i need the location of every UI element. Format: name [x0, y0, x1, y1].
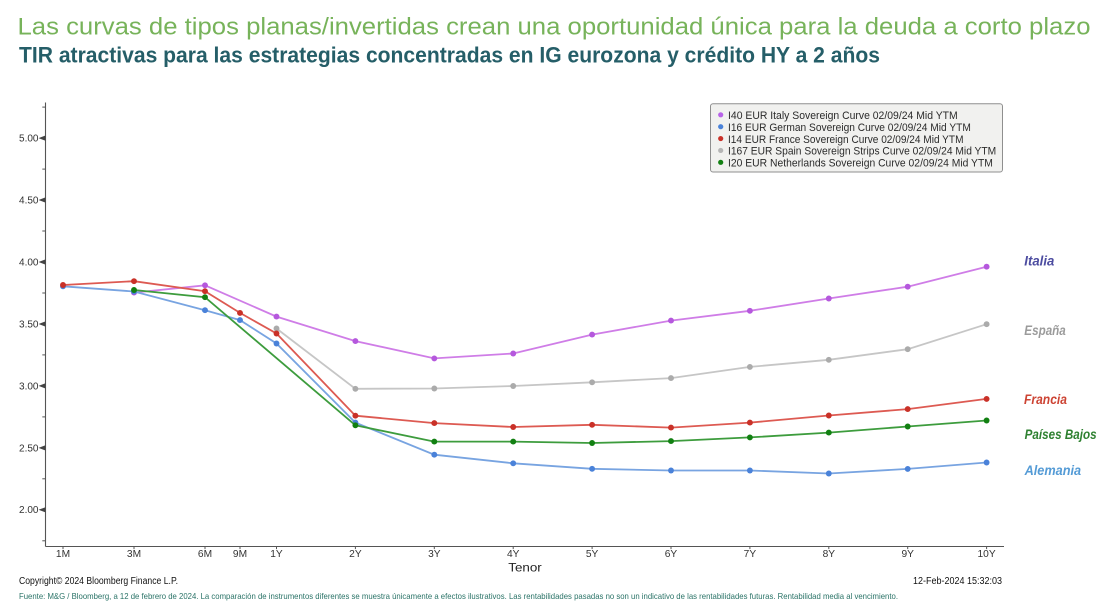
- svg-text:3.00: 3.00: [19, 381, 39, 392]
- svg-text:12-Feb-2024 15:32:03: 12-Feb-2024 15:32:03: [913, 576, 1002, 587]
- svg-text:6Y: 6Y: [665, 549, 678, 560]
- svg-text:5.00: 5.00: [19, 134, 39, 145]
- svg-text:9M: 9M: [233, 549, 247, 560]
- svg-text:5Y: 5Y: [586, 549, 599, 560]
- svg-text:Italia: Italia: [1024, 252, 1054, 268]
- svg-text:Tenor: Tenor: [508, 561, 542, 575]
- svg-text:4Y: 4Y: [507, 549, 520, 560]
- svg-text:7Y: 7Y: [744, 549, 757, 560]
- svg-text:Las curvas de tipos planas/inv: Las curvas de tipos planas/invertidas cr…: [18, 13, 1091, 40]
- svg-text:3.50: 3.50: [19, 319, 39, 330]
- svg-text:TIR atractivas para las estrat: TIR atractivas para las estrategias conc…: [19, 43, 880, 68]
- svg-text:I14 EUR France Sovereign Curve: I14 EUR France Sovereign Curve 02/09/24 …: [728, 134, 964, 146]
- svg-text:2Y: 2Y: [349, 549, 362, 560]
- svg-text:8Y: 8Y: [823, 549, 836, 560]
- svg-text:Fuente: M&G / Bloomberg, a 12: Fuente: M&G / Bloomberg, a 12 de febrero…: [19, 591, 898, 601]
- svg-text:1M: 1M: [56, 549, 70, 560]
- svg-text:1Y: 1Y: [270, 549, 283, 560]
- svg-text:2.50: 2.50: [19, 443, 39, 454]
- svg-text:Copyright© 2024 Bloomberg Fina: Copyright© 2024 Bloomberg Finance L.P.: [19, 576, 178, 587]
- svg-text:I16 EUR German Sovereign Curve: I16 EUR German Sovereign Curve 02/09/24 …: [728, 122, 971, 134]
- svg-text:2.00: 2.00: [19, 505, 39, 516]
- svg-text:3Y: 3Y: [428, 549, 441, 560]
- svg-text:Francia: Francia: [1024, 391, 1067, 407]
- svg-text:I20 EUR Netherlands Sovereign: I20 EUR Netherlands Sovereign Curve 02/0…: [728, 158, 993, 170]
- svg-text:9Y: 9Y: [901, 549, 914, 560]
- svg-text:Alemania: Alemania: [1024, 462, 1082, 478]
- svg-text:I167 EUR Spain Sovereign Strip: I167 EUR Spain Sovereign Strips Curve 02…: [728, 146, 996, 158]
- svg-text:I40 EUR Italy Sovereign Curve: I40 EUR Italy Sovereign Curve 02/09/24 M…: [728, 110, 958, 122]
- svg-text:Países Bajos: Países Bajos: [1025, 426, 1097, 442]
- svg-text:4.50: 4.50: [19, 195, 39, 206]
- svg-text:6M: 6M: [198, 549, 212, 560]
- svg-text:España: España: [1024, 322, 1066, 338]
- svg-text:4.00: 4.00: [19, 257, 39, 268]
- svg-text:3M: 3M: [127, 549, 141, 560]
- svg-text:10Y: 10Y: [978, 549, 996, 560]
